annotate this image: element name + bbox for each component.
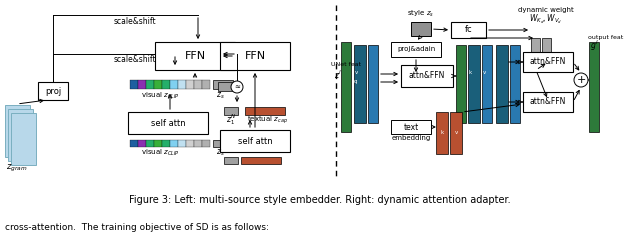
Bar (186, 80, 194, 89)
Bar (138, 80, 146, 89)
Text: cross-attention.  The training objective of SD is as follows:: cross-attention. The training objective … (5, 223, 269, 233)
Text: $z_1^N$: $z_1^N$ (226, 113, 236, 128)
Text: FFN: FFN (184, 51, 205, 61)
Text: k: k (440, 129, 444, 134)
Text: ≈: ≈ (234, 84, 240, 90)
Bar (468, 45, 480, 123)
Text: attn&FFN: attn&FFN (409, 71, 445, 80)
Bar (170, 140, 178, 147)
Bar (170, 80, 178, 89)
Bar (523, 52, 573, 72)
Bar (178, 140, 186, 147)
Text: self attn: self attn (237, 137, 272, 145)
Text: dynamic weight: dynamic weight (518, 7, 574, 13)
Bar (5, 105, 30, 157)
Bar (451, 22, 486, 38)
Bar (523, 92, 573, 112)
Text: k: k (468, 69, 472, 74)
Text: v: v (454, 129, 458, 134)
Bar (220, 130, 290, 152)
Bar (130, 80, 138, 89)
Bar (411, 22, 431, 36)
Bar (146, 140, 154, 147)
Text: output feat: output feat (588, 35, 623, 40)
Bar (391, 120, 431, 134)
Text: proj: proj (45, 86, 61, 95)
Bar (186, 140, 194, 147)
Bar (450, 112, 462, 154)
Text: v: v (483, 69, 486, 74)
Bar (202, 80, 210, 89)
Bar (456, 45, 466, 123)
Bar (194, 140, 202, 147)
Text: Figure 3: Left: multi-source style embedder. Right: dynamic attention adapter.: Figure 3: Left: multi-source style embed… (129, 195, 511, 205)
Bar (245, 107, 285, 115)
Bar (341, 42, 351, 132)
Text: $g^l$: $g^l$ (589, 39, 598, 53)
Bar (482, 45, 492, 123)
Bar (589, 42, 599, 132)
Text: self attn: self attn (150, 119, 186, 128)
Bar (154, 80, 162, 89)
Text: $z^l$: $z^l$ (334, 69, 342, 81)
Bar (391, 42, 441, 57)
Text: proj&adain: proj&adain (397, 46, 435, 53)
Bar (202, 140, 210, 147)
Circle shape (574, 73, 588, 87)
Text: style $z_s$: style $z_s$ (408, 9, 435, 19)
Text: +: + (576, 75, 586, 85)
Text: visual $z_{CLIP}$: visual $z_{CLIP}$ (141, 148, 179, 158)
Text: $z_s$: $z_s$ (216, 91, 225, 101)
Bar (155, 42, 235, 70)
Bar (224, 107, 238, 115)
Bar (11, 113, 36, 165)
Text: $W_{K_d}, W_{V_d}$: $W_{K_d}, W_{V_d}$ (529, 12, 563, 26)
Text: FFN: FFN (244, 51, 266, 61)
Bar (130, 140, 138, 147)
Text: attn&FFN: attn&FFN (530, 98, 566, 106)
Bar (8, 109, 33, 161)
Text: $z_s$: $z_s$ (216, 148, 225, 158)
Bar (146, 80, 154, 89)
Bar (213, 80, 233, 89)
Bar (128, 112, 208, 134)
Bar (213, 140, 233, 147)
Bar (542, 38, 551, 70)
Bar (401, 65, 453, 87)
Bar (178, 80, 186, 89)
Text: $z_{gram}$: $z_{gram}$ (6, 163, 28, 174)
Text: fc: fc (465, 25, 472, 35)
Bar (38, 82, 68, 100)
Bar (218, 82, 233, 91)
Text: scale&shift: scale&shift (114, 18, 156, 26)
Bar (510, 45, 520, 123)
Bar (436, 112, 448, 154)
Bar (241, 157, 281, 164)
Bar (154, 140, 162, 147)
Bar (354, 45, 366, 123)
Circle shape (231, 81, 243, 93)
Bar (496, 45, 508, 123)
Bar (138, 140, 146, 147)
Bar (368, 45, 378, 123)
Text: text: text (403, 123, 419, 132)
Text: UNet feat: UNet feat (331, 63, 361, 68)
Text: scale&shift: scale&shift (114, 55, 156, 64)
Bar (194, 80, 202, 89)
Bar (162, 140, 170, 147)
Text: visual $z_{CLIP}$: visual $z_{CLIP}$ (141, 91, 179, 101)
Text: textual $z_{cap}$: textual $z_{cap}$ (248, 114, 289, 126)
Bar (531, 38, 540, 70)
Text: q: q (355, 79, 358, 84)
Bar (224, 157, 238, 164)
Bar (162, 80, 170, 89)
Text: embedding: embedding (392, 135, 431, 141)
Text: v: v (355, 69, 358, 74)
Bar (220, 42, 290, 70)
Text: attn&FFN: attn&FFN (530, 58, 566, 66)
